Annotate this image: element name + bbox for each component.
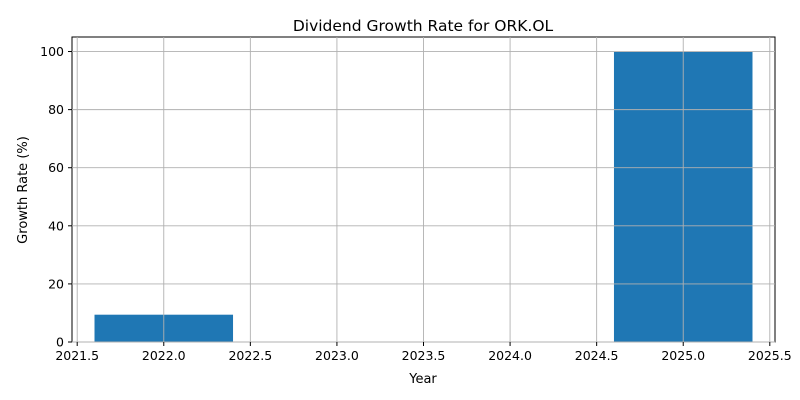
x-tick-label: 2024.5 — [575, 348, 619, 363]
y-tick-label: 80 — [48, 102, 64, 117]
y-tick-label: 100 — [40, 44, 64, 59]
y-axis-label: Growth Rate (%) — [16, 136, 31, 244]
x-tick-label: 2022.5 — [228, 348, 272, 363]
y-tick-label: 0 — [56, 335, 64, 350]
ticks-layer: 2021.5 2022.0 2022.5 2023.0 2023.5 2024.0 2024… — [40, 37, 792, 363]
x-tick-label: 2022.0 — [142, 348, 186, 363]
y-tick-label: 20 — [48, 276, 64, 291]
x-tick-label: 2025.0 — [661, 348, 705, 363]
x-tick-label: 2021.5 — [55, 348, 99, 363]
y-tick-label: 40 — [48, 218, 64, 233]
x-tick-label: 2025.5 — [748, 348, 792, 363]
x-tick-label: 2023.0 — [315, 348, 359, 363]
x-axis-label: Year — [408, 372, 437, 387]
x-tick-label: 2023.5 — [402, 348, 446, 363]
y-tick-label: 60 — [48, 160, 64, 175]
x-tick-label: 2024.0 — [488, 348, 532, 363]
chart-title: Dividend Growth Rate for ORK.OL — [293, 17, 554, 35]
